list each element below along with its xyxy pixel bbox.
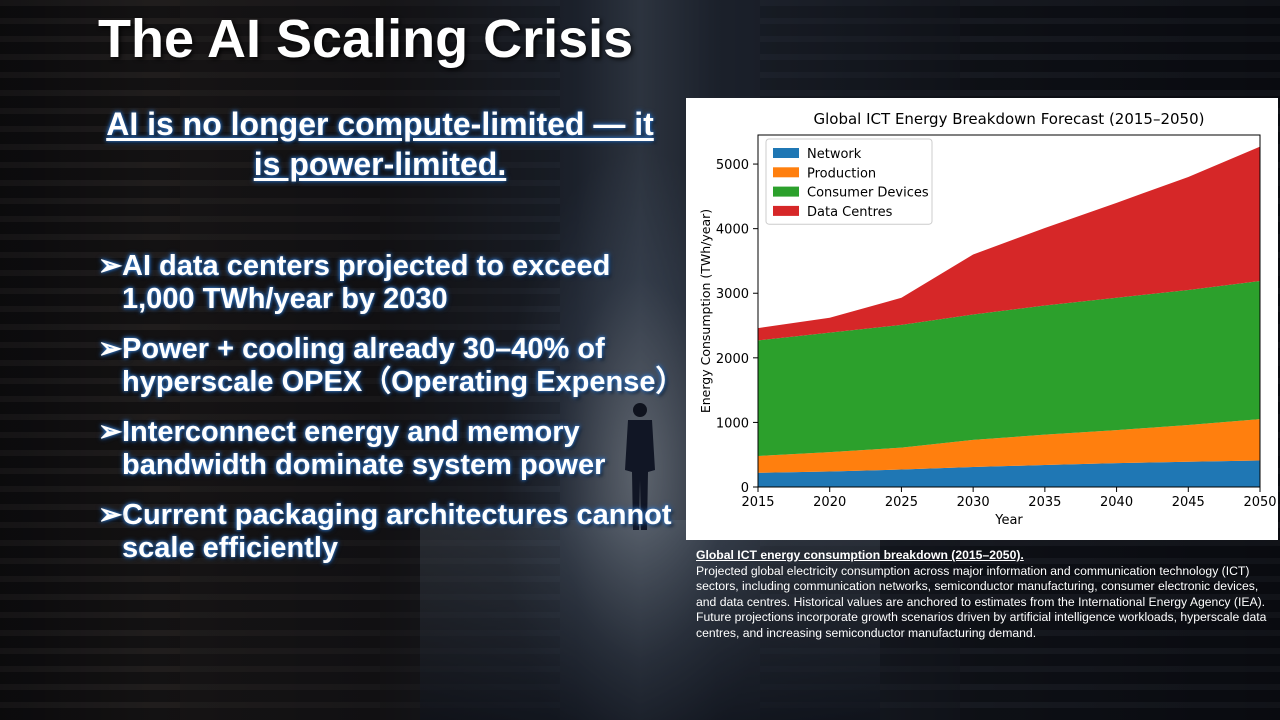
legend-swatch [773, 167, 799, 178]
y-tick-label: 1000 [716, 416, 749, 431]
legend-swatch [773, 205, 799, 216]
arrow-bullet-icon: ➢ [98, 499, 123, 531]
slide-title: The AI Scaling Crisis [98, 9, 634, 69]
bullet-text: Power + cooling already 30–40% of hypers… [122, 333, 685, 398]
x-tick-label: 2025 [885, 495, 918, 510]
plot-frame [757, 134, 1261, 488]
legend-label: Production [807, 166, 876, 181]
bullet-text: Interconnect energy and memory bandwidth… [122, 416, 606, 481]
corridor-floor [420, 520, 880, 720]
x-axis-label: Year [994, 513, 1023, 528]
bullet-text: Current packaging architectures cannot s… [122, 499, 672, 564]
chart-title: Global ICT Energy Breakdown Forecast (20… [814, 110, 1205, 128]
caption-body: Projected global electricity consumption… [696, 563, 1267, 640]
x-tick-label: 2035 [1028, 495, 1061, 510]
x-tick-label: 2050 [1243, 495, 1276, 510]
person-silhouette [625, 403, 655, 530]
server-rack-left [0, 0, 180, 720]
x-tick-label: 2020 [813, 495, 846, 510]
area-production [758, 419, 1260, 473]
bullet-item: ➢ Current packaging architectures cannot … [98, 499, 678, 565]
y-tick-label: 5000 [716, 158, 749, 173]
slide-subtitle: AI is no longer compute-limited — it is … [106, 106, 654, 182]
y-tick-label: 0 [741, 481, 749, 496]
arrow-bullet-icon: ➢ [98, 250, 123, 282]
area-data-centres [758, 146, 1260, 341]
figure-caption: Global ICT energy consumption breakdown … [696, 548, 1272, 641]
stacked-area-chart: 2015 2020 2025 2030 2035 2040 2045 2050 0 1000 200… [698, 110, 1277, 528]
bullet-item: ➢ Interconnect energy and memory bandwidt… [98, 416, 678, 482]
legend-swatch [773, 148, 799, 158]
x-tick-label: 2015 [741, 495, 774, 510]
y-tick-label: 2000 [716, 352, 749, 367]
legend-label: Data Centres [807, 205, 893, 220]
server-rack-left-far [180, 0, 380, 720]
arrow-bullet-icon: ➢ [98, 333, 123, 365]
y-tick-label: 4000 [716, 223, 749, 238]
y-axis-label: Energy Consumption (TWh/year) [698, 209, 713, 413]
bullet-list: ➢ AI data centers projected to exceed 1,0… [98, 250, 684, 582]
legend-swatch [773, 186, 799, 197]
x-tick-label: 2045 [1172, 495, 1205, 510]
y-tick-label: 3000 [716, 287, 749, 302]
area-network [758, 460, 1260, 487]
x-tick-label: 2030 [957, 495, 990, 510]
bullet-item: ➢ Power + cooling already 30–40% of hyper… [98, 333, 684, 399]
arrow-bullet-icon: ➢ [98, 416, 123, 448]
caption-title: Global ICT energy consumption breakdown … [696, 548, 1024, 562]
chart-panel: 2015 2020 2025 2030 2035 2040 2045 2050 0 1000 200… [686, 98, 1278, 540]
legend-label: Network [807, 147, 862, 162]
area-consumer-devices [758, 280, 1260, 456]
legend-box [765, 138, 933, 225]
bullet-text: AI data centers projected to exceed 1,00… [122, 250, 611, 315]
x-tick-label: 2040 [1100, 495, 1133, 510]
legend-label: Consumer Devices [807, 186, 929, 201]
bullet-item: ➢ AI data centers projected to exceed 1,0… [98, 250, 678, 316]
